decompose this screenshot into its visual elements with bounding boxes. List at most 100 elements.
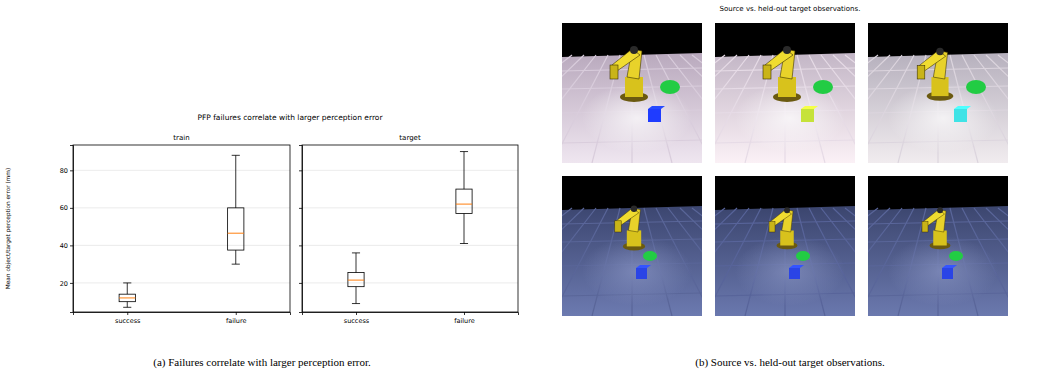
robot-body [933,231,947,246]
x-axis-line [74,313,291,316]
whisker-low [235,250,236,264]
y-tick-mark [299,208,302,209]
light-glow [735,236,845,306]
cap-low [460,243,468,244]
observation-image [562,176,702,316]
robot [615,206,645,251]
tile-line [998,55,1008,163]
panel-title: target [399,134,421,142]
sky [868,23,1008,163]
box [228,208,244,250]
whisker-low [127,302,128,308]
x-tick-label: failure [226,317,247,325]
robot-body [778,77,796,97]
robot-joint [936,48,944,56]
robot-joint [784,207,790,213]
tile-line [692,208,702,316]
whisker-high [464,152,465,190]
observation-image [868,176,1008,316]
whisker-high [235,155,236,208]
grid-line [73,282,290,283]
floor [868,206,1008,316]
box [119,294,135,302]
observation-image [715,23,855,163]
grid-line [302,170,518,171]
y-tick-mark [70,245,73,246]
y-tick-mark [299,245,302,246]
y-tick: 20 [60,279,73,287]
x-axis: success failure [303,312,519,325]
floor [562,206,702,316]
robot-gripper [763,65,771,79]
y-tick: 80 [60,167,73,175]
y-axis-line [299,146,303,313]
x-tick: success [115,312,141,325]
x-tick-mark [236,312,237,315]
caption: (b) Source vs. held-out target observati… [695,356,885,369]
panel-title: train [173,134,189,142]
robot [769,207,798,249]
target-disc [643,251,657,261]
cube [636,268,647,279]
plot-frame [73,145,290,312]
cube [789,268,800,279]
grid-line [73,245,290,246]
robot [763,46,801,102]
sky [715,176,855,316]
observation-image [868,23,1008,163]
floor-tiles [868,208,1008,316]
median [119,297,135,298]
y-tick-mark [299,170,302,171]
robot-joint [630,46,638,54]
robot [610,46,648,102]
whisker-high [127,283,128,294]
y-tick-mark [70,283,73,284]
median [228,233,244,234]
robot-joint [783,46,791,54]
x-tick-mark [464,312,465,315]
robot-body [627,230,641,246]
cube-top [648,106,665,109]
cube-top [636,265,651,268]
observation-image [715,176,855,316]
cap-low [232,264,240,265]
grid-line [302,207,518,208]
cube [942,268,953,279]
y-axis-line [70,146,74,313]
x-axis-line [303,313,519,316]
robot-gripper [917,66,925,79]
light-glow [582,236,692,306]
caption: (a) Failures correlate with larger perce… [153,356,371,369]
x-tick-mark [127,312,128,315]
x-tick-label: success [344,317,370,325]
target-disc [796,251,810,261]
box [456,189,472,213]
cube-top [801,106,818,109]
x-tick: failure [226,312,247,325]
y-tick: 60 [60,204,73,212]
floor-tiles [562,208,702,316]
light-glow [888,236,998,306]
x-tick-label: failure [454,317,475,325]
cube [801,109,814,122]
cap-high [460,151,468,152]
x-tick-label: success [115,317,141,325]
x-tick: failure [454,312,475,325]
plot-frame [302,145,518,312]
y-tick-mark [70,170,73,171]
y-tick-mark [70,208,73,209]
robot-gripper [922,222,928,233]
floor [715,206,855,316]
robot-joint [631,206,637,212]
y-axis: 20406080 [60,146,74,313]
grid-line [73,207,290,208]
target-disc [813,80,833,94]
box [348,273,364,287]
observation-image [562,23,702,163]
robot [922,207,951,249]
whisker-low [356,287,357,304]
target-disc [966,80,986,94]
y-tick [299,208,302,209]
y-tick [299,283,302,284]
tile-line [845,208,855,316]
